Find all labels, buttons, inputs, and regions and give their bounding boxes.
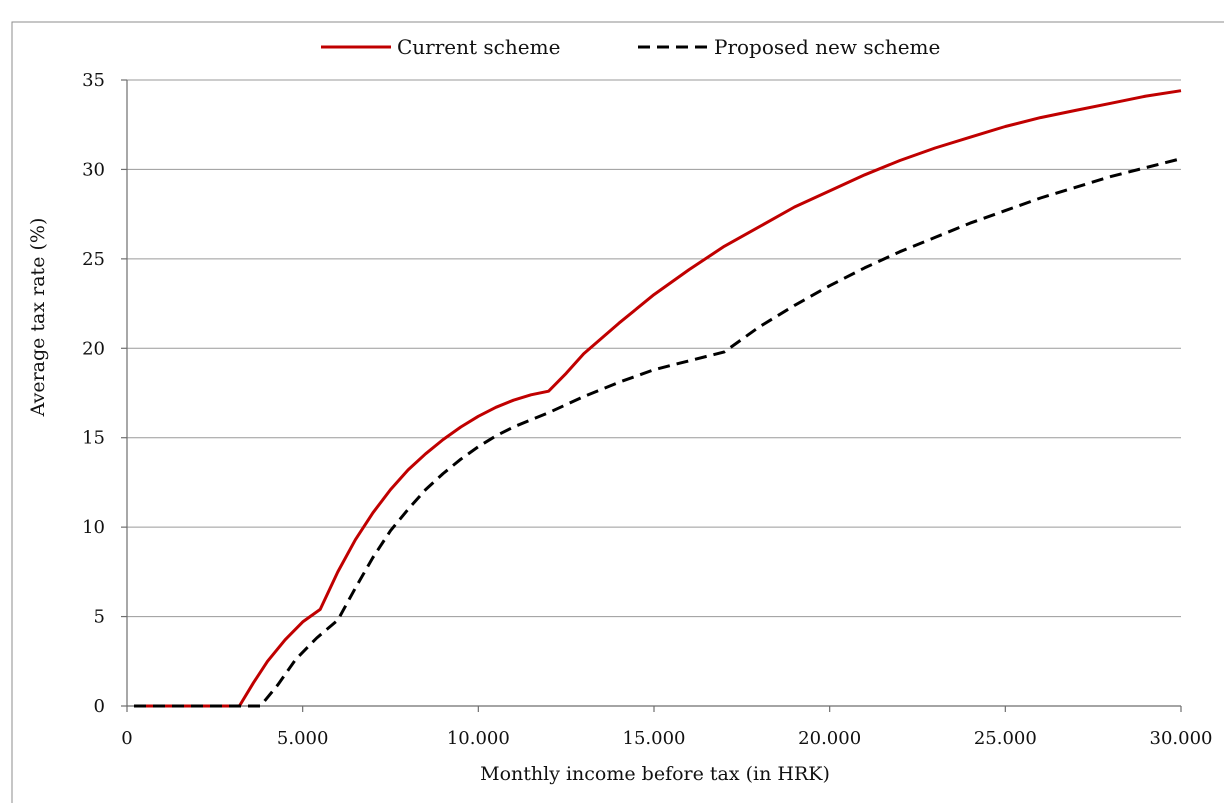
series-line-current-scheme xyxy=(134,89,1182,708)
y-tick-label: 0 xyxy=(94,696,105,717)
x-axis-label: Monthly income before tax (in HRK) xyxy=(480,763,830,785)
gridlines xyxy=(127,79,1181,618)
x-tick-label: 25.000 xyxy=(974,728,1037,749)
y-axis-label: Average tax rate (%) xyxy=(27,218,49,418)
x-tick-label: 10.000 xyxy=(447,728,510,749)
x-tick-label: 30.000 xyxy=(1150,728,1213,749)
axes xyxy=(121,79,1182,712)
series-line-proposed-new-scheme xyxy=(134,157,1182,708)
y-tick-label: 15 xyxy=(82,428,105,449)
x-tick-label: 20.000 xyxy=(798,728,861,749)
legend: Current scheme Proposed new scheme xyxy=(321,35,940,59)
tick-labels: 0 5 10 15 20 25 30 35 0 5.000 10.000 15.000 20.000 25… xyxy=(82,70,1212,749)
chart-frame xyxy=(11,21,1224,803)
y-tick-label: 35 xyxy=(82,70,105,91)
y-tick-label: 30 xyxy=(82,159,105,180)
legend-label-current-scheme: Current scheme xyxy=(397,35,560,59)
x-tick-label: 0 xyxy=(121,728,132,749)
x-tick-label: 15.000 xyxy=(623,728,686,749)
series-lines xyxy=(134,89,1182,708)
y-tick-label: 25 xyxy=(82,249,105,270)
legend-label-proposed-new-scheme: Proposed new scheme xyxy=(714,35,940,59)
y-tick-label: 5 xyxy=(94,607,105,628)
y-tick-label: 20 xyxy=(82,338,105,359)
x-tick-label: 5.000 xyxy=(277,728,329,749)
y-tick-label: 10 xyxy=(82,517,105,538)
